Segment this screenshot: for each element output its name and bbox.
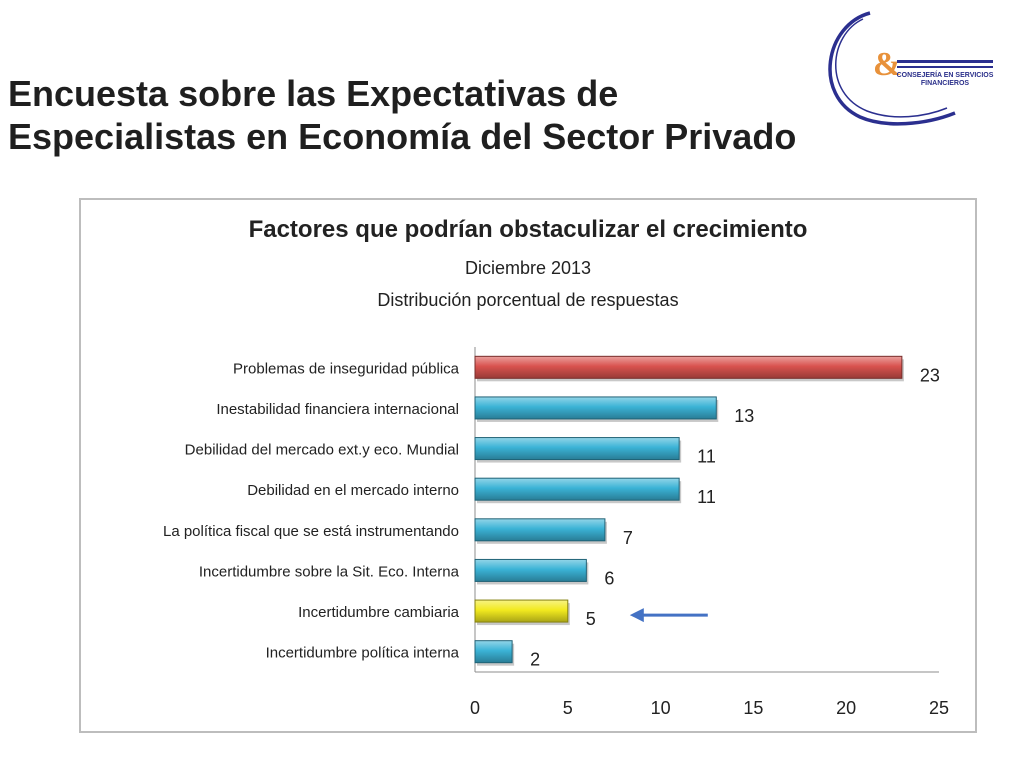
x-tick-label: 0 xyxy=(470,698,480,718)
bar xyxy=(474,640,513,664)
logo-ampersand: & xyxy=(873,46,901,83)
bar xyxy=(474,558,587,582)
data-label: 11 xyxy=(697,447,716,467)
category-label: Incertidumbre política interna xyxy=(266,645,460,662)
category-label: Debilidad del mercado ext.y eco. Mundial xyxy=(185,442,459,459)
category-label: Inestabilidad financiera internacional xyxy=(216,401,459,418)
bar xyxy=(474,396,717,420)
data-label: 11 xyxy=(697,487,716,507)
bar xyxy=(474,477,680,501)
data-label: 2 xyxy=(530,650,540,670)
data-label: 23 xyxy=(920,365,940,385)
bar xyxy=(474,518,606,542)
category-label: Incertidumbre cambiaria xyxy=(298,604,460,621)
slide-title-line1: Encuesta sobre las Expectativas de xyxy=(8,73,619,114)
chart-subtitle-description: Distribución porcentual de respuestas xyxy=(377,290,679,310)
x-tick-label: 15 xyxy=(743,698,763,718)
category-label: Problemas de inseguridad pública xyxy=(233,360,460,377)
chart-title: Factores que podrían obstaculizar el cre… xyxy=(248,216,808,243)
arrow-annotation xyxy=(629,608,708,623)
chart-subtitle-date: Diciembre 2013 xyxy=(464,258,592,278)
bar xyxy=(474,437,680,461)
category-label: La política fiscal que se está instrumen… xyxy=(163,523,459,540)
x-tick-label: 10 xyxy=(651,698,671,718)
bar xyxy=(474,355,903,379)
bar xyxy=(474,599,569,623)
logo-text-line1: Consejería en servicios xyxy=(896,72,994,79)
category-label: Debilidad en el mercado interno xyxy=(247,482,459,499)
category-label: Incertidumbre sobre la Sit. Eco. Interna xyxy=(199,563,460,580)
data-label: 7 xyxy=(623,528,633,548)
company-logo: & xyxy=(828,11,993,126)
data-label: 5 xyxy=(586,609,596,629)
logo-text: Consejería en servicios financieros xyxy=(890,72,1000,88)
x-tick-label: 20 xyxy=(836,698,856,718)
logo-text-line2: financieros xyxy=(920,80,970,87)
x-tick-label: 5 xyxy=(563,698,573,718)
slide-title: Encuesta sobre las Expectativas de Espec… xyxy=(8,72,868,158)
arrow-head xyxy=(629,608,644,623)
data-label: 6 xyxy=(604,568,614,588)
chart-frame: Factores que podrían obstaculizar el cre… xyxy=(79,198,977,733)
data-label: 13 xyxy=(734,406,754,426)
slide-title-line2: Especialistas en Economía del Sector Pri… xyxy=(8,116,797,157)
x-tick-label: 25 xyxy=(929,698,949,718)
